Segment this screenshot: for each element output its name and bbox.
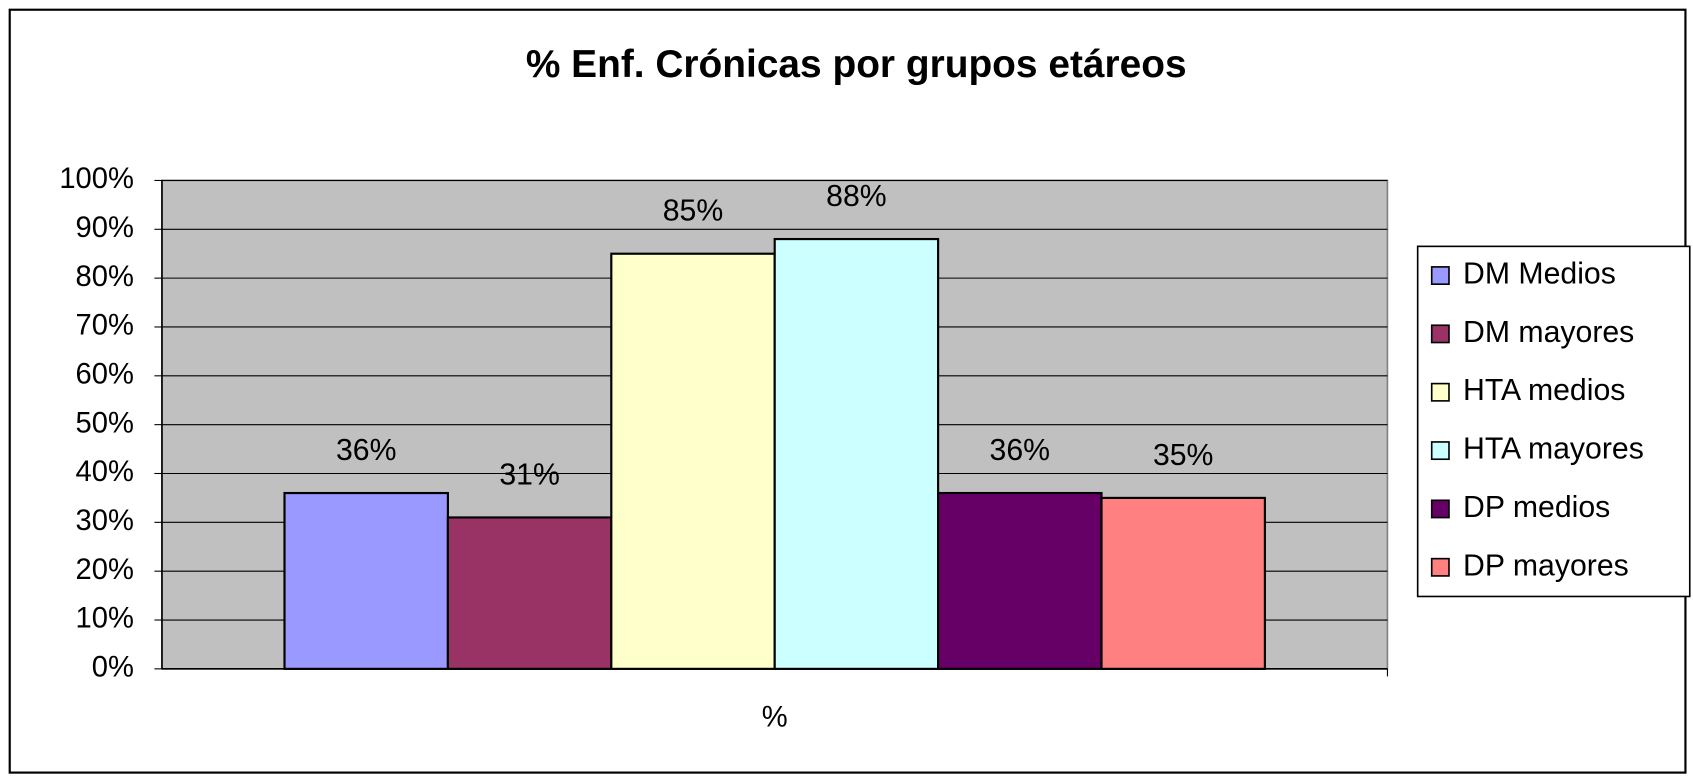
legend-label: HTA medios (1463, 374, 1625, 407)
data-label: 36% (990, 434, 1050, 467)
data-label: 88% (826, 180, 886, 213)
y-tick-label: 50% (76, 407, 134, 439)
legend-label: DM mayores (1463, 316, 1634, 349)
bar (773, 237, 940, 670)
y-tick-label: 0% (92, 652, 134, 684)
data-label: 85% (663, 195, 723, 228)
legend-swatch (1430, 557, 1450, 577)
bar (1100, 496, 1266, 670)
y-tick-label: 90% (76, 212, 134, 244)
legend-swatch (1430, 382, 1450, 402)
legend-swatch (1430, 441, 1450, 461)
y-tick-label: 100% (59, 163, 134, 195)
legend-label: DP medios (1463, 491, 1610, 524)
bar (283, 491, 449, 670)
bar (937, 491, 1103, 670)
y-tick-label: 40% (76, 456, 134, 488)
y-tick-label: 30% (76, 505, 134, 537)
legend-label: HTA mayores (1463, 433, 1644, 466)
legend-swatch (1430, 324, 1450, 344)
y-tick-label: 10% (76, 603, 134, 635)
chart-title: % Enf. Crónicas por grupos etáreos (526, 43, 1187, 86)
y-tick-label: 60% (76, 359, 134, 391)
legend-swatch (1430, 499, 1450, 519)
data-label: 31% (499, 458, 559, 491)
legend-label: DP mayores (1463, 549, 1629, 582)
data-label: 35% (1153, 439, 1213, 472)
data-label: 36% (336, 434, 396, 467)
legend-swatch (1430, 266, 1450, 285)
bar (610, 252, 776, 670)
legend-label: DM Medios (1463, 258, 1616, 291)
x-tick-label: % (762, 701, 788, 733)
bar (446, 516, 613, 670)
y-tick-label: 70% (76, 310, 134, 342)
y-tick-label: 80% (76, 261, 134, 293)
legend (1416, 245, 1691, 598)
y-tick-label: 20% (76, 554, 134, 586)
